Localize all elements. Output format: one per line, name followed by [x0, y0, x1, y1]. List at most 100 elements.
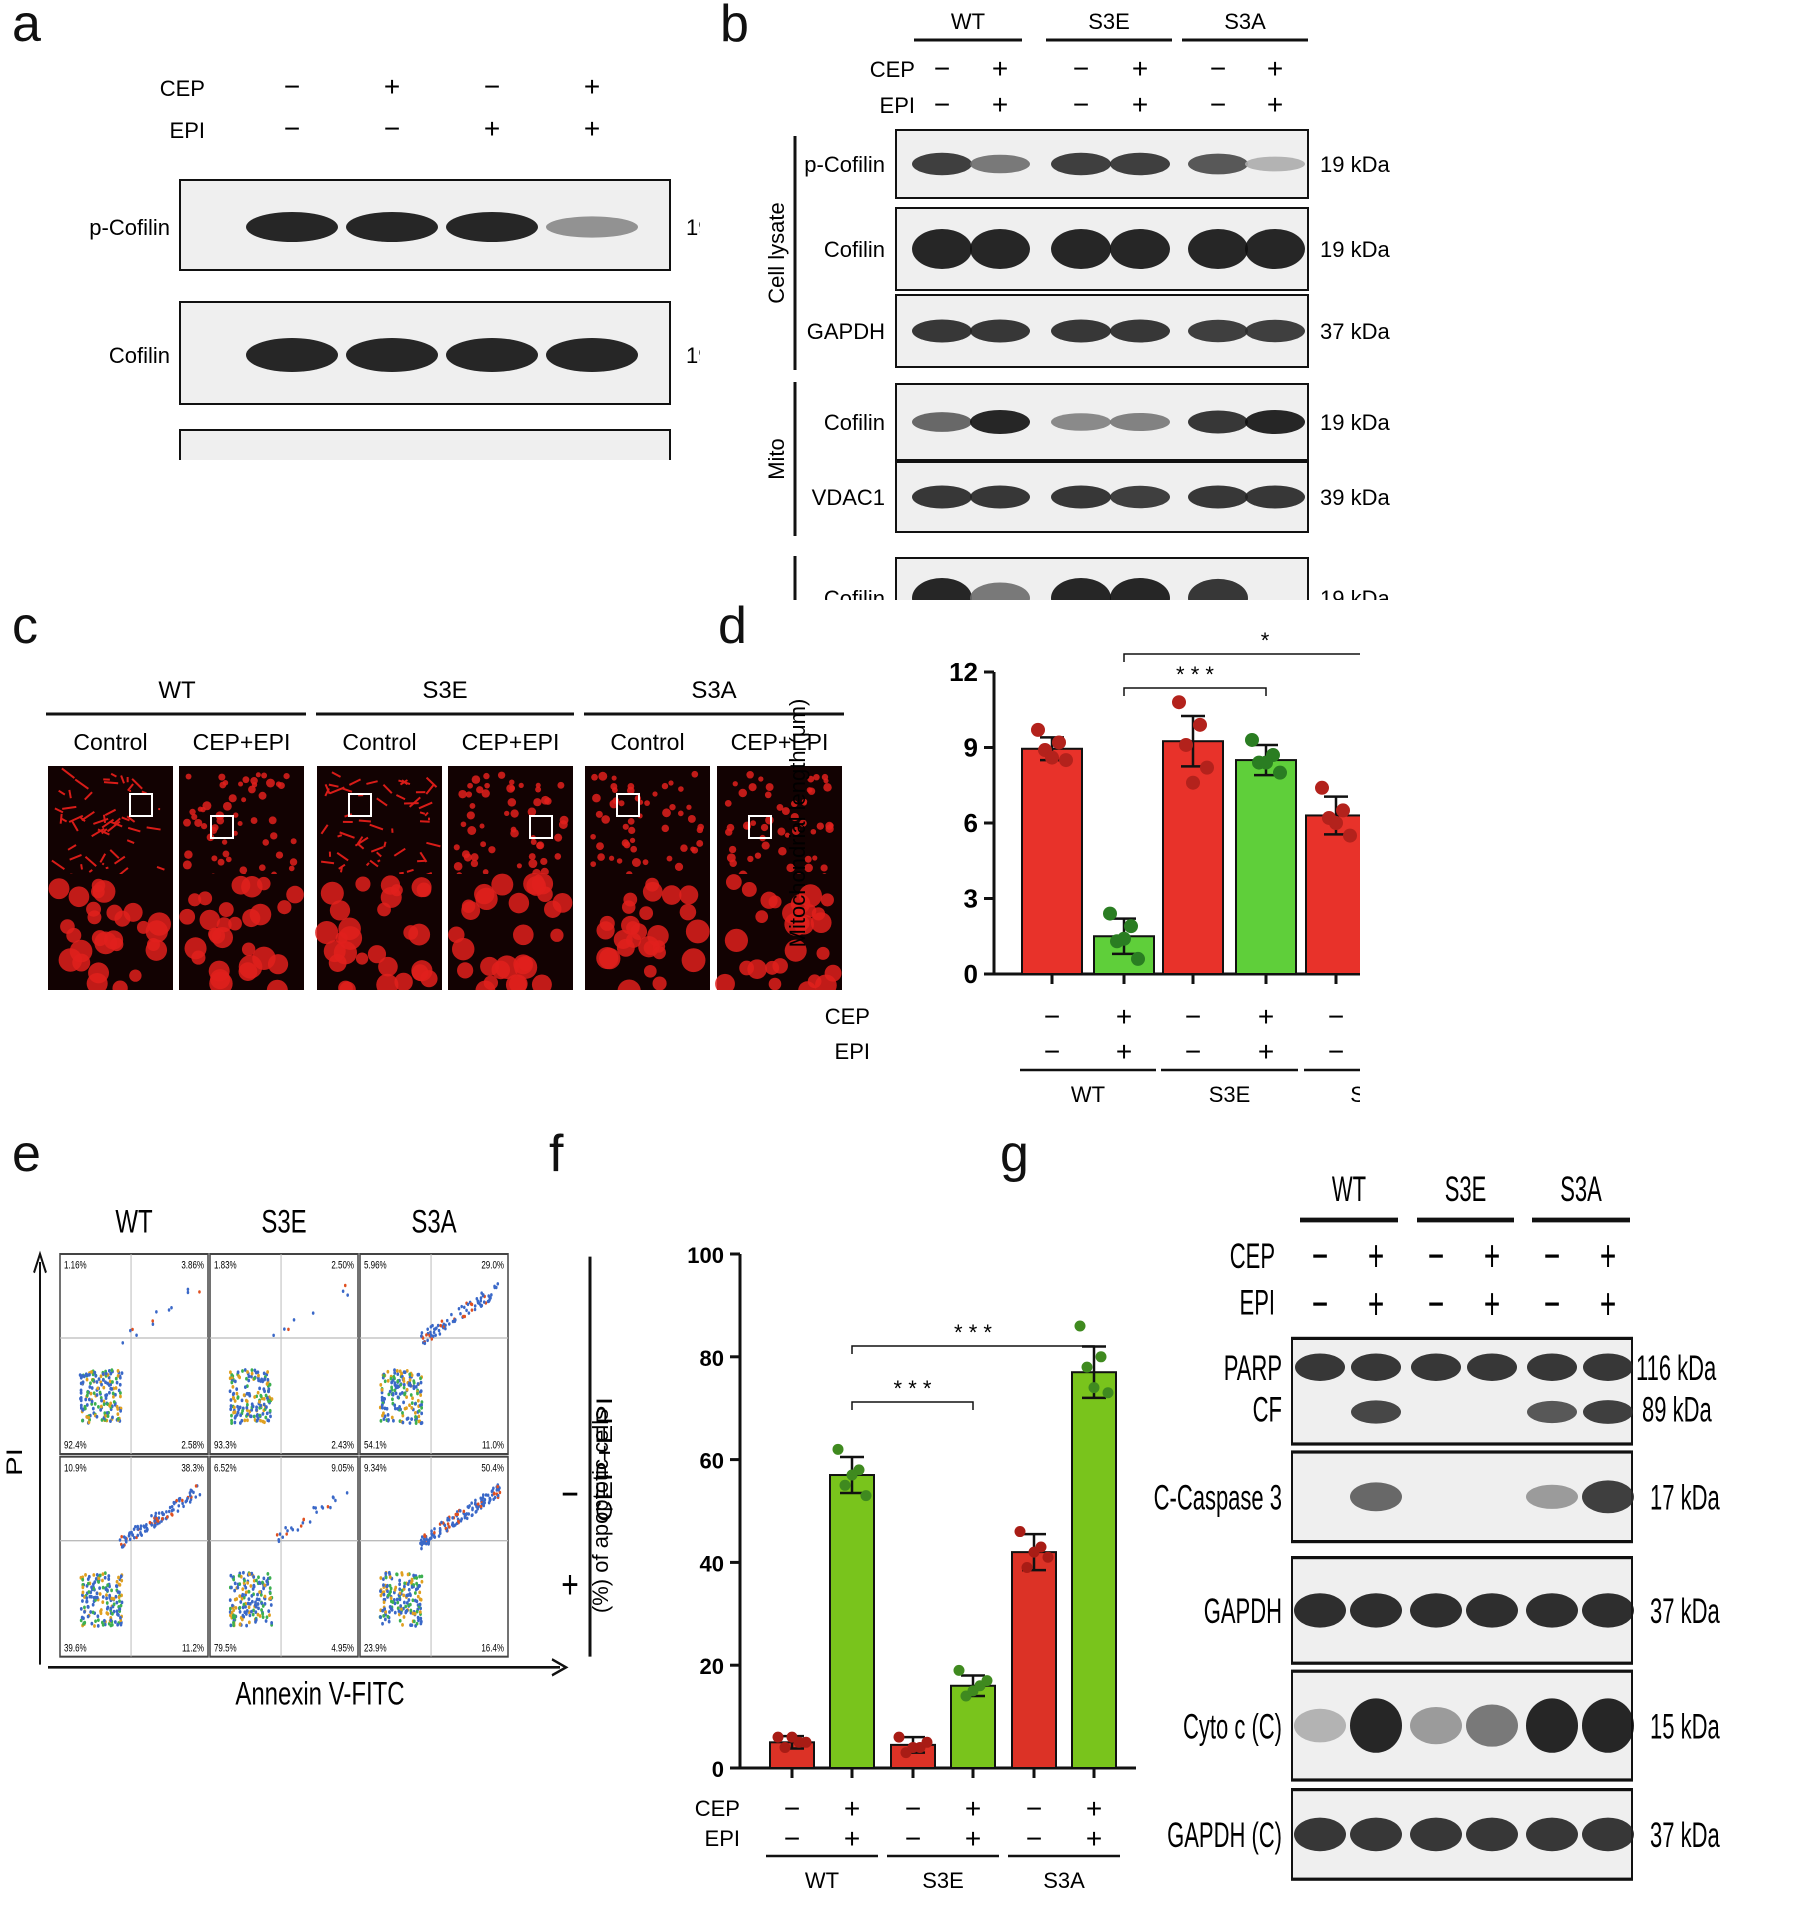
event-dot	[393, 1388, 397, 1393]
event-dot	[246, 1392, 250, 1396]
event-dot	[264, 1415, 268, 1420]
epi-sign: +	[484, 113, 500, 144]
mitochondria-spot	[479, 823, 485, 829]
event-dot	[90, 1399, 94, 1404]
blot-band	[346, 212, 438, 242]
mitochondria-spot	[182, 860, 192, 870]
event-dot	[477, 1301, 481, 1305]
event-dot	[392, 1418, 395, 1423]
event-dot	[261, 1615, 265, 1619]
y-tick-label: 12	[949, 657, 978, 687]
event-dot	[95, 1414, 99, 1419]
blot-membrane	[1291, 1336, 1633, 1446]
event-dot	[405, 1608, 409, 1613]
quadrant-q3-value: 11.0%	[482, 1438, 505, 1450]
event-dot	[398, 1591, 402, 1596]
event-dot	[91, 1602, 95, 1607]
mitochondria-spot	[509, 785, 516, 792]
mitochondria-strand	[320, 824, 329, 835]
cep-sign: −	[1185, 1001, 1201, 1032]
event-dot	[296, 1528, 300, 1532]
mitochondria-strand	[424, 811, 429, 817]
blot-band	[1110, 319, 1170, 343]
event-dot	[401, 1623, 404, 1627]
event-dot	[413, 1410, 417, 1415]
event-dot	[391, 1600, 395, 1604]
event-dot	[121, 1341, 125, 1345]
mitochondria-strand	[395, 794, 406, 801]
blot-band	[1351, 1353, 1401, 1381]
event-dot	[409, 1623, 412, 1627]
blot-band	[1526, 1593, 1578, 1628]
event-dot	[257, 1597, 261, 1602]
event-dot	[419, 1597, 423, 1602]
mitochondria-spot	[784, 832, 790, 838]
data-point	[1343, 828, 1357, 843]
event-dot	[326, 1504, 330, 1509]
event-dot	[157, 1516, 161, 1520]
panel-a-western-blot: CEP EPI − − + − − + + + p-Cofilin 19 kDa Cofilin 19 k…	[89, 71, 700, 460]
event-dot	[232, 1396, 236, 1401]
mitochondria-spot	[270, 832, 278, 840]
significance-bracket	[851, 1401, 974, 1410]
event-dot	[408, 1375, 412, 1380]
event-dot	[417, 1618, 420, 1623]
event-dot	[467, 1512, 471, 1516]
event-dot	[83, 1404, 87, 1409]
blot-band	[912, 319, 972, 343]
event-dot	[80, 1374, 84, 1378]
mitochondria-spot	[457, 962, 474, 979]
event-dot	[267, 1418, 271, 1423]
blot-band	[1582, 1480, 1634, 1514]
event-dot	[243, 1368, 247, 1372]
epi-sign: −	[1044, 1036, 1060, 1067]
event-dot	[96, 1618, 100, 1623]
mitochondria-spot	[729, 859, 737, 867]
event-dot	[116, 1412, 120, 1416]
event-dot	[124, 1540, 128, 1544]
data-point	[1103, 906, 1117, 921]
event-dot	[83, 1610, 86, 1614]
row-sign: +	[561, 1563, 579, 1607]
event-dot	[408, 1403, 411, 1408]
event-dot	[103, 1571, 107, 1576]
blot-band	[912, 485, 972, 509]
mitochondria-spot	[211, 855, 218, 862]
event-dot	[489, 1296, 492, 1300]
event-dot	[334, 1498, 337, 1503]
event-dot	[423, 1534, 426, 1538]
event-dot	[379, 1419, 383, 1423]
group-label: WT	[805, 1868, 839, 1893]
event-dot	[240, 1596, 244, 1601]
event-dot	[198, 1493, 202, 1497]
event-dot	[233, 1399, 237, 1403]
event-dot	[345, 1491, 349, 1495]
mitochondria-spot	[504, 810, 510, 817]
event-dot	[108, 1390, 111, 1395]
mitochondria-strand	[93, 817, 109, 825]
event-dot	[98, 1586, 102, 1591]
event-dot	[90, 1621, 94, 1626]
y-tick-label: 40	[700, 1551, 724, 1576]
mitochondria-strand	[393, 847, 406, 857]
event-dot	[109, 1606, 113, 1611]
mitochondria-spot	[482, 869, 489, 875]
event-dot	[145, 1526, 149, 1531]
mitochondria-spot	[470, 853, 479, 862]
event-dot	[381, 1608, 385, 1613]
event-dot	[436, 1323, 440, 1328]
bar	[1235, 759, 1297, 975]
event-dot	[247, 1605, 251, 1610]
event-dot	[184, 1500, 188, 1504]
event-dot	[398, 1404, 401, 1409]
significance-stars: * * *	[894, 1376, 932, 1401]
event-dot	[400, 1571, 404, 1575]
mitochondria-spot	[86, 972, 108, 990]
blot-band	[1188, 578, 1248, 600]
mitochondria-spot	[289, 858, 298, 866]
event-dot	[403, 1392, 406, 1397]
event-dot	[496, 1282, 500, 1286]
event-dot	[265, 1579, 269, 1583]
event-dot	[251, 1612, 255, 1617]
mitochondria-spot	[470, 859, 479, 868]
